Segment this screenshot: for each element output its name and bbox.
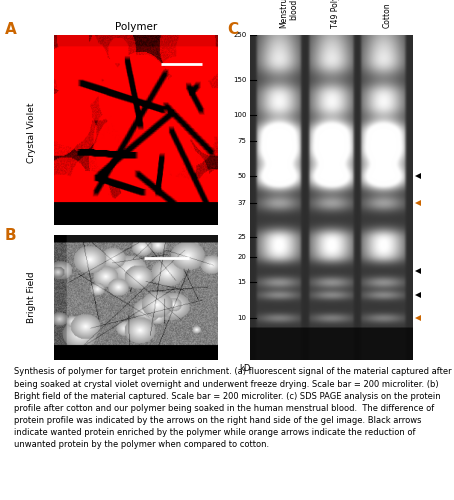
Text: Cotton: Cotton [383,3,392,29]
Text: 25: 25 [238,234,247,240]
Text: Menstrual
blood: Menstrual blood [279,0,298,28]
Text: A: A [5,22,16,38]
Text: Polymer: Polymer [115,22,158,32]
Text: 15: 15 [237,279,247,285]
Text: Crystal Violet: Crystal Violet [27,102,36,163]
Text: Synthesis of polymer for target protein enrichment. (a) fluorescent signal of th: Synthesis of polymer for target protein … [14,368,451,450]
Text: 75: 75 [237,138,247,144]
Text: kD: kD [239,364,250,373]
Text: 50: 50 [237,174,247,180]
Text: Bright Field: Bright Field [27,272,36,324]
Text: T49 Polymer: T49 Polymer [331,0,340,28]
Text: 37: 37 [237,200,247,206]
Text: 250: 250 [233,32,247,38]
Text: C: C [227,22,238,38]
Text: 10: 10 [237,315,247,321]
Text: 100: 100 [233,112,247,118]
Text: B: B [5,228,16,242]
Text: 20: 20 [237,254,247,260]
Text: 150: 150 [233,77,247,83]
